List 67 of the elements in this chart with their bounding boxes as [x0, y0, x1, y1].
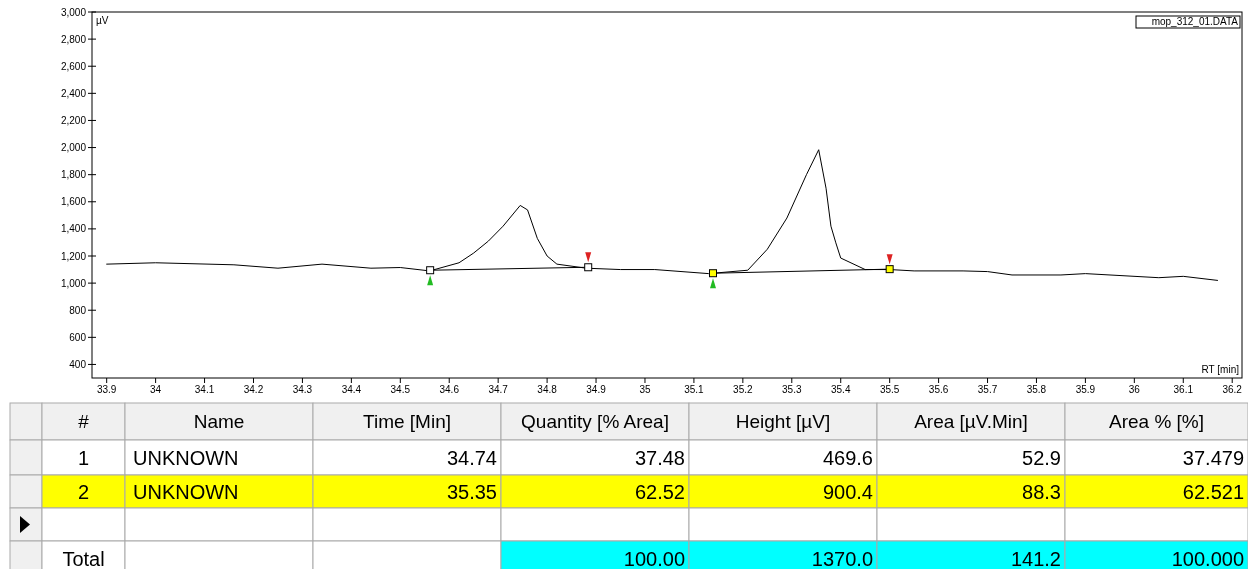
- y-tick-label: 2,200: [60, 114, 87, 126]
- x-tick-label: 34.6: [439, 384, 460, 395]
- x-tick-label: 33.9: [96, 384, 117, 395]
- text: 62.52: [634, 480, 685, 503]
- text: 34.74: [446, 446, 497, 469]
- text: 37.479: [1182, 446, 1244, 469]
- y-tick-label: 800: [69, 304, 87, 316]
- y-tick-label: 1,400: [60, 223, 87, 235]
- x-tick-label: 35.5: [879, 384, 900, 395]
- x-tick-label: 36: [1128, 384, 1141, 395]
- y-tick-label: 2,800: [60, 33, 87, 45]
- annotation: mop_312_01.DATA: [1151, 16, 1239, 27]
- text: 37.48: [634, 446, 685, 469]
- x-tick-label: 34: [150, 384, 162, 395]
- y-tick-label: 1,000: [60, 277, 87, 289]
- text: 62.521: [1182, 480, 1244, 503]
- y-tick-label: 2,600: [60, 60, 87, 72]
- x-tick-label: 34.3: [292, 384, 313, 395]
- y-tick-label: 3,000: [60, 6, 87, 18]
- x-axis-title: RT [min]: [1201, 364, 1240, 375]
- x-tick-label: 35.9: [1075, 384, 1096, 395]
- x-tick-label: 34.8: [537, 384, 558, 395]
- text: Height [µV]: [735, 411, 831, 433]
- x-tick-label: 34.1: [194, 384, 215, 395]
- y-tick-label: 400: [69, 358, 87, 370]
- text: 35.35: [446, 480, 497, 503]
- text: 88.3: [1022, 480, 1061, 503]
- y-tick-label: 2,000: [60, 142, 87, 154]
- x-tick-label: 36.2: [1222, 384, 1243, 395]
- x-tick-label: 35.7: [977, 384, 998, 395]
- x-tick-label: 34.7: [488, 384, 509, 395]
- text: 2: [77, 480, 90, 503]
- x-tick-label: 34.9: [586, 384, 607, 395]
- text: Quantity [% Area]: [521, 411, 669, 433]
- text: 100.000: [1171, 547, 1244, 569]
- text: 1370.0: [811, 547, 873, 569]
- x-tick-label: 35.4: [830, 384, 851, 395]
- text: Time [Min]: [363, 411, 451, 433]
- text: UNKNOWN: [133, 446, 239, 469]
- y-tick-label: 600: [69, 331, 87, 343]
- text: 100.00: [623, 547, 685, 569]
- text: 900.4: [822, 480, 873, 503]
- text: 1: [77, 446, 90, 469]
- x-tick-label: 35.2: [733, 384, 754, 395]
- x-tick-label: 35.8: [1026, 384, 1047, 395]
- y-tick-label: 1,200: [60, 250, 87, 262]
- text: Name: [193, 411, 245, 433]
- y-axis-title: µV: [96, 15, 109, 26]
- x-tick-label: 34.5: [390, 384, 411, 395]
- text: 52.9: [1022, 446, 1061, 469]
- x-tick-label: 35.1: [684, 384, 705, 395]
- x-tick-label: 35.3: [782, 384, 802, 395]
- text: Area % [%]: [1108, 411, 1205, 433]
- x-tick-label: 34.2: [243, 384, 264, 395]
- y-tick-label: 2,400: [60, 87, 87, 99]
- text: Area [µV.Min]: [914, 411, 1028, 433]
- y-tick-label: 1,800: [60, 169, 87, 181]
- x-tick-label: 34.4: [341, 384, 362, 395]
- text: 141.2: [1010, 547, 1061, 569]
- x-tick-label: 35: [639, 384, 651, 395]
- x-tick-label: 36.1: [1173, 384, 1194, 395]
- text: #: [78, 411, 90, 433]
- y-tick-label: 1,600: [60, 196, 87, 208]
- x-tick-label: 35.6: [928, 384, 949, 395]
- text: Total: [62, 547, 105, 569]
- text: 469.6: [822, 446, 873, 469]
- text: UNKNOWN: [133, 480, 239, 503]
